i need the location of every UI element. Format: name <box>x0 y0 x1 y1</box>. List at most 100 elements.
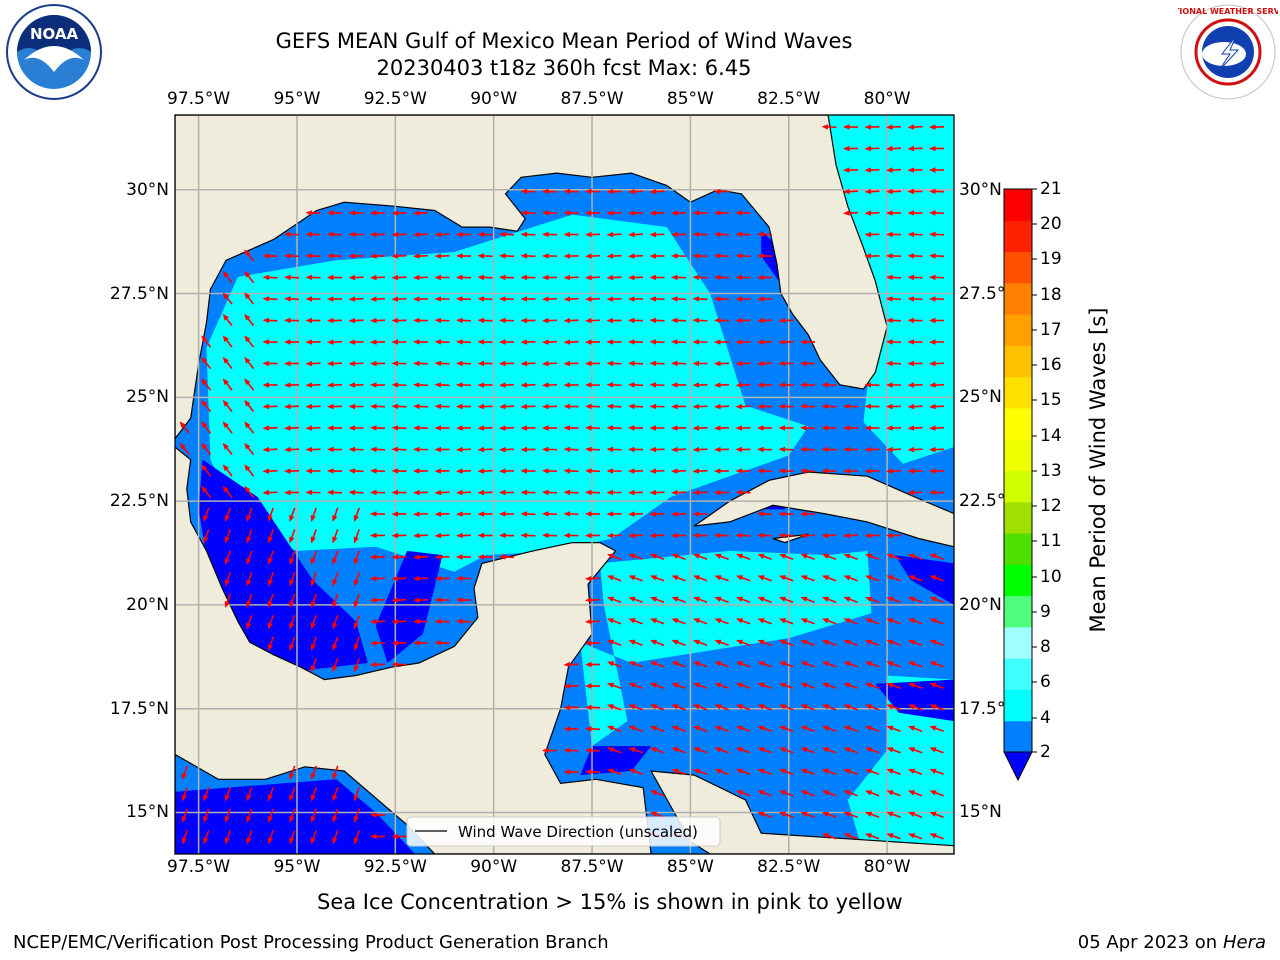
direction-arrowhead-icon <box>222 292 229 300</box>
colorbar <box>1003 188 1037 782</box>
direction-arrowhead-icon <box>800 575 808 581</box>
direction-arrowhead-icon <box>413 640 420 646</box>
direction-arrowhead-icon <box>370 446 377 453</box>
direction-arrowhead-icon <box>332 579 338 587</box>
direction-arrowhead-icon <box>628 725 636 731</box>
direction-arrowhead-icon <box>907 188 915 195</box>
direction-arrowhead-icon <box>779 553 787 559</box>
direction-arrowhead-icon <box>391 554 399 560</box>
direction-arrowhead-icon <box>353 665 359 673</box>
direction-arrowhead-icon <box>929 618 937 624</box>
direction-arrowhead-icon <box>585 360 592 367</box>
direction-arrowhead-icon <box>222 335 229 343</box>
direction-arrowhead-icon <box>370 382 377 388</box>
map-legend: Wind Wave Direction (unscaled) <box>406 816 721 847</box>
direction-arrowhead-icon <box>886 425 893 431</box>
colorbar-tick-label: 17 <box>1040 320 1062 340</box>
direction-arrowhead-icon <box>693 747 701 753</box>
direction-arrowhead-icon <box>456 231 463 238</box>
direction-arrowhead-icon <box>563 683 571 689</box>
lat-tick-label: 22.5° <box>959 491 1006 512</box>
colorbar-swatch <box>1004 282 1032 315</box>
direction-arrowhead-icon <box>585 425 592 431</box>
direction-arrowhead-icon <box>886 317 893 324</box>
direction-arrowhead-icon <box>284 446 291 453</box>
direction-arrowhead-icon <box>929 468 936 474</box>
lat-tick-label: 22.5°N <box>109 491 169 512</box>
direction-arrowhead-icon <box>391 661 399 668</box>
direction-arrowhead-icon <box>929 790 937 796</box>
direction-arrowhead-icon <box>607 682 615 688</box>
colorbar-swatch <box>1004 658 1032 690</box>
direction-arrowhead-icon <box>434 597 442 603</box>
direction-arrowhead-icon <box>203 514 209 522</box>
direction-arrowhead-icon <box>800 339 807 345</box>
lat-tick-label: 15°N <box>959 802 1002 823</box>
direction-arrowhead-icon <box>606 210 614 216</box>
direction-arrowhead-icon <box>757 811 765 817</box>
direction-arrowhead-icon <box>370 210 377 216</box>
direction-arrowhead-icon <box>434 274 442 281</box>
colorbar-tick-label: 18 <box>1040 285 1062 305</box>
ocean-4-6s-band <box>847 675 954 854</box>
direction-arrowhead-icon <box>262 446 270 453</box>
direction-arrowhead-icon <box>671 618 679 624</box>
direction-arrowhead-icon <box>714 532 721 539</box>
direction-arrowhead-icon <box>413 532 420 539</box>
direction-arrowhead-icon <box>778 511 786 517</box>
land-north-america <box>175 115 888 440</box>
direction-arrowhead-icon <box>692 511 700 517</box>
direction-arrowhead-icon <box>542 188 549 195</box>
direction-arrowhead-icon <box>714 317 721 324</box>
direction-arrowhead-icon <box>246 600 252 608</box>
direction-arrowhead-icon <box>908 682 916 688</box>
lon-tick-label: 97.5°W <box>167 857 231 877</box>
direction-arrowhead-icon <box>886 575 894 581</box>
direction-arrowhead-icon <box>370 231 377 238</box>
direction-arrowhead-icon <box>735 532 743 539</box>
direction-arrowhead-icon <box>714 575 722 581</box>
direction-arrowhead-icon <box>499 231 506 238</box>
direction-arrowhead-icon <box>864 210 872 216</box>
direction-arrowhead-icon <box>244 313 251 321</box>
direction-arrowhead-icon <box>348 382 356 388</box>
direction-arrowhead-icon <box>353 579 359 587</box>
direction-arrowhead-icon <box>628 768 636 774</box>
direction-arrowhead-icon <box>327 446 334 453</box>
direction-arrowhead-icon <box>628 704 636 710</box>
direction-arrowhead-icon <box>714 339 721 345</box>
direction-arrowhead-icon <box>477 446 485 453</box>
direction-arrowhead-icon <box>585 296 592 302</box>
direction-arrowhead-icon <box>289 579 295 587</box>
direction-arrowhead-icon <box>520 511 528 517</box>
chart-title: GEFS MEAN Gulf of Mexico Mean Period of … <box>275 29 853 53</box>
direction-arrowhead-icon <box>886 296 893 302</box>
land-isla-juventud <box>772 533 809 544</box>
direction-arrowhead-icon <box>886 253 893 259</box>
direction-arrowhead-icon <box>305 339 313 345</box>
direction-arrowhead-icon <box>736 618 744 624</box>
direction-arrowhead-icon <box>305 253 313 259</box>
direction-arrowhead-icon <box>843 704 851 710</box>
direction-arrowhead-icon <box>370 489 377 496</box>
direction-arrowhead-icon <box>477 489 485 496</box>
direction-arrowhead-icon <box>353 622 359 630</box>
direction-arrowhead-icon <box>907 231 915 238</box>
direction-arrowhead-icon <box>671 511 678 517</box>
direction-arrowhead-icon <box>671 661 679 667</box>
direction-arrowhead-icon <box>907 296 915 302</box>
direction-arrowhead-icon <box>864 124 872 130</box>
colorbar-tick-label: 11 <box>1040 531 1062 551</box>
direction-arrowhead-icon <box>779 790 787 796</box>
direction-arrowhead-icon <box>735 253 743 259</box>
lat-tick-label: 30°N <box>126 179 169 200</box>
colorbar-tick-label: 15 <box>1040 390 1062 410</box>
direction-arrowhead-icon <box>650 596 658 602</box>
direction-arrowhead-icon <box>310 579 316 587</box>
direction-arrowhead-icon <box>692 360 700 367</box>
direction-arrowhead-icon <box>736 639 744 645</box>
colorbar-swatch <box>1004 595 1032 628</box>
direction-arrowhead-icon <box>224 794 230 802</box>
direction-arrowhead-icon <box>886 382 893 388</box>
direction-arrowhead-icon <box>563 317 571 324</box>
